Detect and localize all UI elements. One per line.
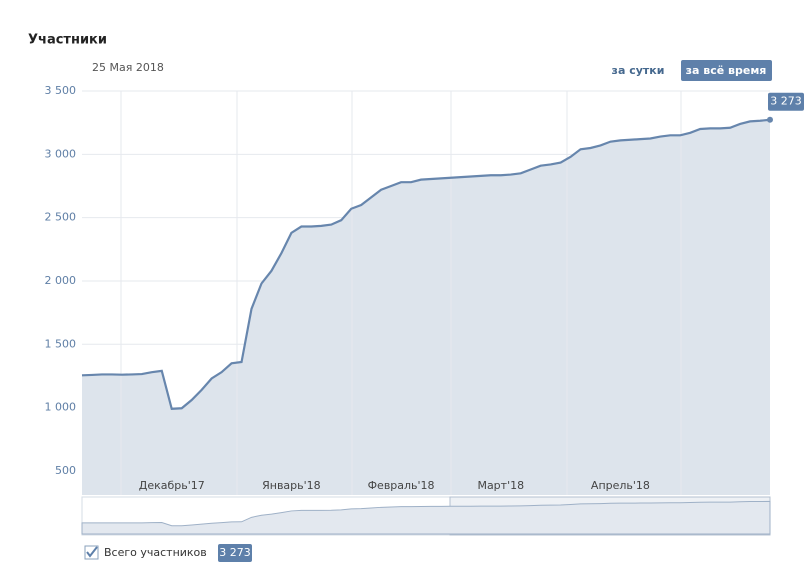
y-tick-label: 3 000 — [45, 147, 77, 160]
legend-value: 3 273 — [219, 546, 251, 559]
navigator-area — [81, 500, 771, 535]
y-tick-label: 2 000 — [45, 274, 77, 287]
date-label: 25 Мая 2018 — [92, 61, 164, 74]
y-tick-label: 1 000 — [45, 401, 77, 414]
chart-title: Участники — [28, 33, 107, 48]
period-button[interactable]: за сутки — [612, 64, 665, 77]
y-tick-label: 1 500 — [45, 337, 77, 350]
x-tick-label: Февраль'18 — [368, 479, 435, 492]
check-icon — [86, 546, 98, 558]
legend-badge — [218, 544, 252, 562]
x-tick-label: Январь'18 — [262, 479, 321, 492]
area — [82, 119, 770, 495]
period-button-bg[interactable] — [681, 60, 772, 81]
line — [81, 118, 771, 411]
legend-label: Всего участников — [104, 546, 207, 559]
period-button[interactable]: за всё время — [686, 64, 767, 77]
month-grid — [120, 91, 682, 495]
y-tick-label: 500 — [55, 464, 76, 477]
x-tick-label: Декабрь'17 — [139, 479, 205, 492]
value-label: 3 273 — [770, 95, 802, 108]
x-tick-label: Март'18 — [477, 479, 524, 492]
y-tick-label: 3 500 — [45, 84, 77, 97]
x-tick-label: Апрель'18 — [591, 479, 650, 492]
y-tick-label: 2 500 — [45, 211, 77, 224]
value-label-bg — [768, 92, 804, 111]
end-point — [767, 116, 773, 123]
